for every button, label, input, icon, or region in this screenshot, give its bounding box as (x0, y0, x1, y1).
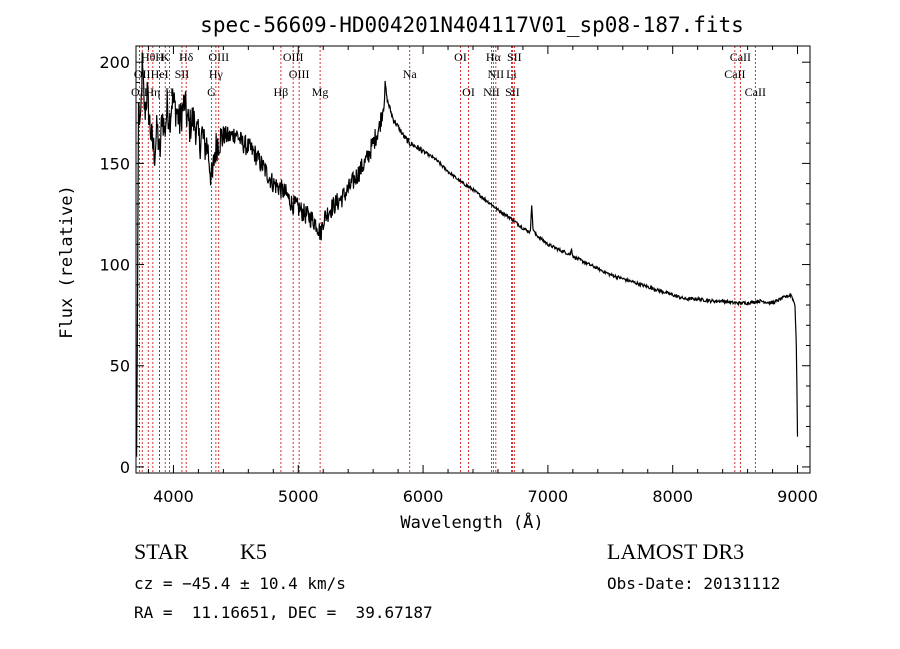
spectral-line-label: SII (175, 67, 190, 81)
x-tick-label: 6000 (403, 487, 444, 506)
y-tick-label: 150 (99, 154, 130, 173)
spectral-line-label: H (165, 85, 174, 99)
spectrum-chart: spec-56609-HD004201N404117V01_sp08-187.f… (57, 13, 818, 533)
spectral-line-label: Mg (312, 85, 329, 99)
spectral-line-label: Hα (486, 50, 502, 64)
chart-title: spec-56609-HD004201N404117V01_sp08-187.f… (200, 13, 744, 37)
object-class: STAR (134, 539, 189, 564)
spectral-line-label: Hη (145, 85, 160, 99)
spectral-line-label: H (155, 50, 164, 64)
spectral-line-label: G (207, 85, 216, 99)
spectral-line-label: Hβ (274, 85, 289, 99)
y-axis-ticks: 0 50 100 150 200 (99, 53, 810, 477)
spectral-line-label: Hδ (179, 50, 194, 64)
x-axis-label: Wavelength (Å) (400, 511, 543, 533)
spectral-line-label: NII (488, 67, 505, 81)
spectral-line-label: Hθ (141, 50, 156, 64)
object-subclass: K5 (240, 539, 267, 564)
survey-name: LAMOST DR3 (607, 539, 745, 564)
y-tick-label: 200 (99, 53, 130, 72)
spectral-line-label: NII (483, 85, 500, 99)
redshift-text: cz = −45.4 ± 10.4 km/s (134, 574, 346, 593)
x-tick-label: 8000 (652, 487, 693, 506)
spectral-line-label: Hγ (209, 67, 224, 81)
spectral-line-label: Na (403, 67, 418, 81)
spectrum-line (136, 52, 799, 457)
spectral-line-label: K (161, 50, 170, 64)
plot-frame (135, 45, 811, 474)
spectral-line-label: CaII (724, 67, 745, 81)
spectral-line-label: HeI (151, 67, 169, 81)
spectral-line-label: OI (454, 50, 467, 64)
spectral-line-label: OIII (283, 50, 304, 64)
spectral-line-markers (138, 46, 756, 473)
coordinates-text: RA = 11.16651, DEC = 39.67187 (134, 603, 433, 622)
y-tick-label: 0 (120, 458, 130, 477)
spectral-line-label: OIII (289, 67, 310, 81)
x-axis-ticks: 4000 5000 6000 7000 8000 9000 (147, 46, 818, 506)
x-tick-label: 9000 (777, 487, 818, 506)
spectral-line-label: OI (462, 85, 475, 99)
spectral-line-label: CaII (745, 85, 766, 99)
spectral-line-label: SII (507, 50, 522, 64)
x-tick-label: 5000 (278, 487, 319, 506)
y-axis-label: Flux (relative) (57, 185, 77, 339)
spectral-line-label: OIII (208, 50, 229, 64)
spectral-line-label: Li (506, 67, 517, 81)
x-tick-label: 7000 (528, 487, 569, 506)
observation-date: Obs-Date: 20131112 (607, 574, 781, 593)
y-tick-label: 50 (110, 357, 130, 376)
y-tick-label: 100 (99, 256, 130, 275)
spectral-line-label: SII (505, 85, 520, 99)
x-tick-label: 4000 (153, 487, 194, 506)
spectral-line-label: CaII (730, 50, 751, 64)
